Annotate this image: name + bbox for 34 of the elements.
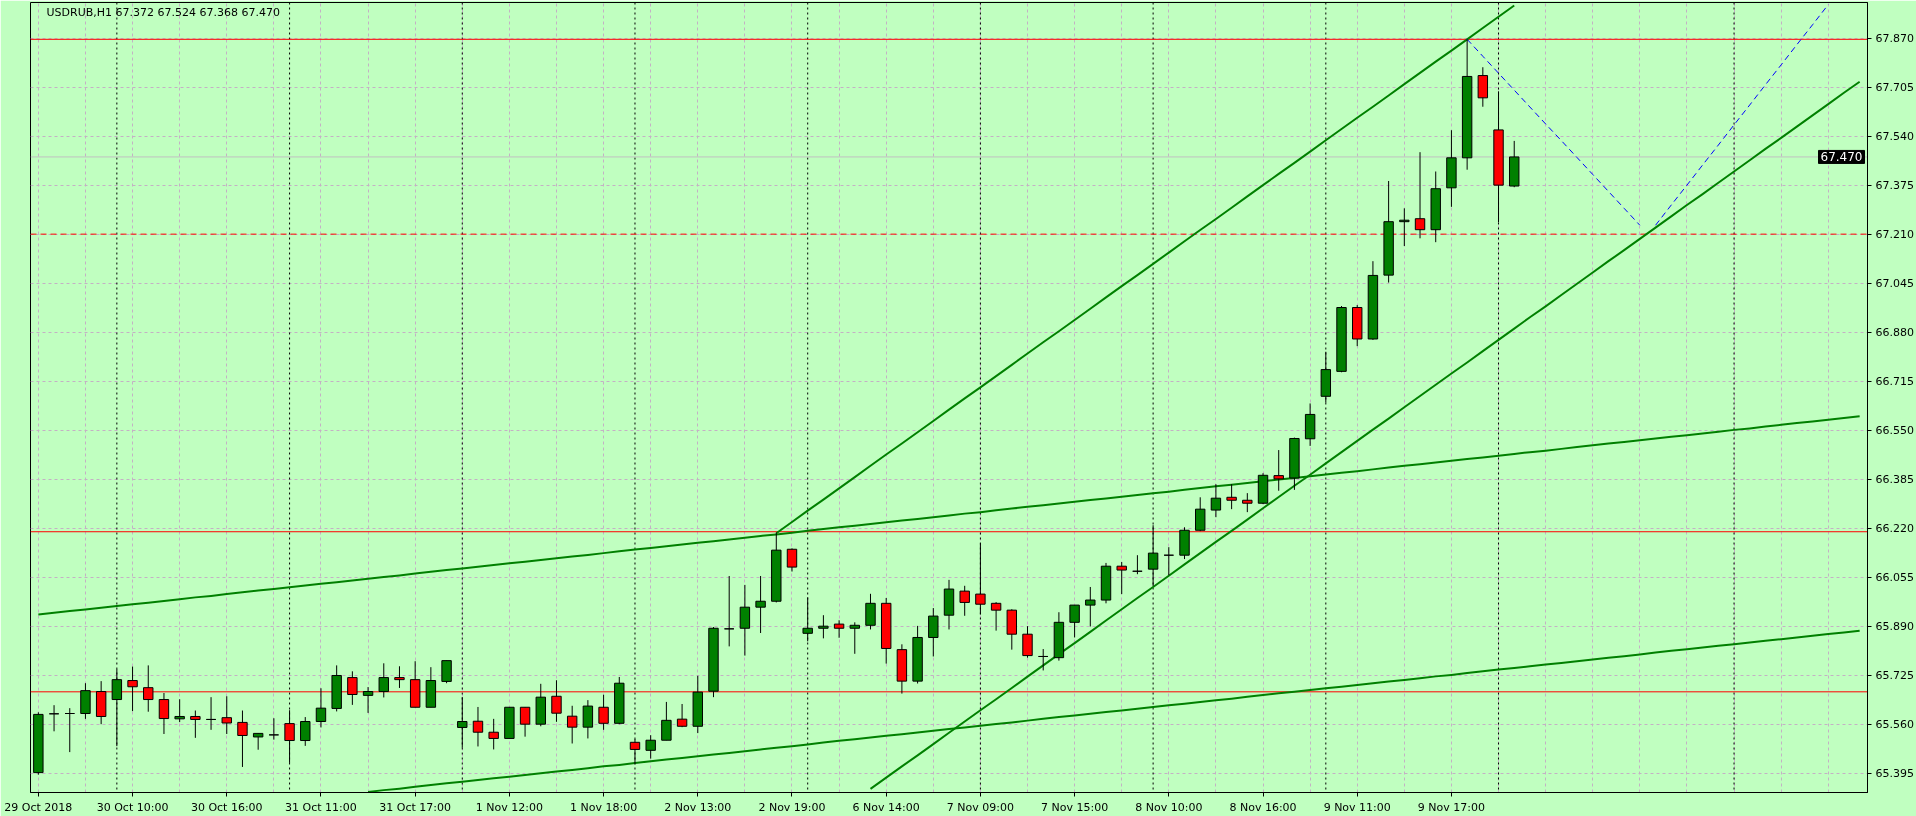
x-tick-label: 30 Oct 10:00 bbox=[96, 800, 169, 814]
x-tick-label: 8 Nov 10:00 bbox=[1135, 800, 1203, 814]
x-tick-label: 9 Nov 17:00 bbox=[1417, 800, 1486, 814]
y-tick-label: 66.220 bbox=[1875, 522, 1914, 536]
x-tick-label: 7 Nov 15:00 bbox=[1041, 800, 1109, 814]
y-tick-label: 65.725 bbox=[1875, 669, 1914, 683]
x-tick-label: 8 Nov 16:00 bbox=[1229, 800, 1297, 814]
y-tick-label: 67.705 bbox=[1875, 81, 1914, 95]
y-tick-label: 66.550 bbox=[1875, 424, 1914, 438]
y-tick-label: 65.560 bbox=[1875, 718, 1914, 732]
y-tick-label: 66.715 bbox=[1875, 375, 1914, 389]
x-tick-label: 1 Nov 12:00 bbox=[475, 800, 543, 814]
y-tick-label: 67.375 bbox=[1875, 179, 1914, 193]
x-tick-label: 2 Nov 19:00 bbox=[758, 800, 826, 814]
y-tick-label: 67.045 bbox=[1875, 277, 1914, 291]
y-tick-label: 67.540 bbox=[1875, 130, 1914, 144]
y-tick-label: 66.880 bbox=[1875, 326, 1914, 340]
y-tick-label: 66.385 bbox=[1875, 473, 1914, 487]
x-tick-label: 31 Oct 17:00 bbox=[379, 800, 452, 814]
x-tick-label: 6 Nov 14:00 bbox=[852, 800, 920, 814]
x-tick-label: 30 Oct 16:00 bbox=[190, 800, 263, 814]
y-tick-label: 65.890 bbox=[1875, 620, 1914, 634]
x-tick-label: 9 Nov 11:00 bbox=[1323, 800, 1391, 814]
x-tick-label: 1 Nov 18:00 bbox=[570, 800, 638, 814]
y-tick-label: 65.395 bbox=[1875, 767, 1914, 781]
y-tick-label: 66.055 bbox=[1875, 571, 1914, 585]
x-tick-label: 7 Nov 09:00 bbox=[946, 800, 1014, 814]
ref-line-label: 67.470 bbox=[1820, 150, 1863, 165]
y-tick-label: 67.870 bbox=[1875, 32, 1914, 46]
x-tick-label: 2 Nov 13:00 bbox=[664, 800, 732, 814]
y-tick-label: 67.210 bbox=[1875, 228, 1914, 242]
chart-title: USDRUB,H1 67.372 67.524 67.368 67.470 bbox=[46, 5, 280, 19]
x-tick-label: 29 Oct 2018 bbox=[4, 800, 73, 814]
x-tick-label: 31 Oct 11:00 bbox=[285, 800, 357, 814]
